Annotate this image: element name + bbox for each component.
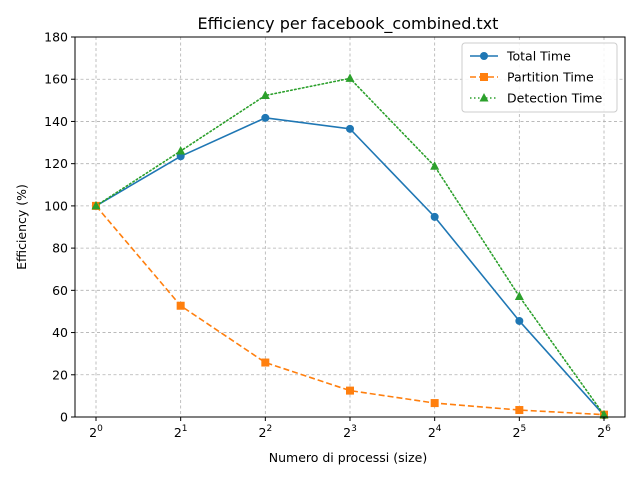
y-tick-label: 40 xyxy=(52,325,68,340)
y-tick-label: 140 xyxy=(44,114,68,129)
legend-item-detection-time: Detection Time xyxy=(470,91,603,106)
x-tick-label: 20 xyxy=(89,424,103,440)
data-point-partition-time xyxy=(261,358,270,367)
legend-items: Total Time Partition Time Detection Time xyxy=(470,49,603,106)
x-tick-base: 2 xyxy=(512,425,520,440)
legend-box xyxy=(461,42,618,113)
x-tick-label: 25 xyxy=(512,424,526,440)
x-tick-exponent: 1 xyxy=(182,424,188,434)
legend-item-partition-time: Partition Time xyxy=(470,70,594,85)
data-point-partition-time xyxy=(176,301,185,310)
data-point-detection-time xyxy=(176,146,186,155)
x-tick-base: 2 xyxy=(343,425,351,440)
legend-marker-total-time xyxy=(480,52,488,60)
y-tick-label: 20 xyxy=(52,367,68,382)
data-point-detection-time xyxy=(514,291,524,300)
y-tick-label: 120 xyxy=(44,156,68,171)
data-point-total-time xyxy=(346,124,354,133)
x-tick-base: 2 xyxy=(89,425,97,440)
data-point-detection-time xyxy=(430,161,440,170)
y-tick-label: 100 xyxy=(44,198,68,213)
x-tick-label: 23 xyxy=(343,424,357,440)
series-detection-time xyxy=(91,73,609,419)
legend-label-partition-time: Partition Time xyxy=(507,70,594,85)
x-tick-exponent: 6 xyxy=(605,424,611,434)
data-point-partition-time xyxy=(430,399,439,408)
chart-title: Efficiency per facebook_combined.txt xyxy=(198,14,499,34)
x-tick-exponent: 5 xyxy=(520,424,526,434)
y-tick-label: 60 xyxy=(52,283,68,298)
x-tick-base: 2 xyxy=(174,425,182,440)
x-tick-base: 2 xyxy=(428,425,436,440)
x-tick-exponent: 2 xyxy=(266,424,272,434)
data-point-detection-time xyxy=(91,200,101,210)
legend-label-detection-time: Detection Time xyxy=(507,91,603,106)
legend-label-total-time: Total Time xyxy=(506,49,571,64)
data-point-partition-time xyxy=(515,406,524,415)
legend-marker-detection-time xyxy=(479,93,489,102)
data-point-total-time xyxy=(430,212,439,221)
x-tick-label: 24 xyxy=(428,424,442,440)
x-tick-exponent: 0 xyxy=(97,424,103,434)
x-axis: 20 21 22 23 24 25 26 xyxy=(89,417,611,440)
x-axis-label: Numero di processi (size) xyxy=(269,450,427,465)
legend-marker-partition-time xyxy=(480,73,488,81)
x-tick-base: 2 xyxy=(597,425,605,440)
x-tick-exponent: 3 xyxy=(351,424,357,434)
x-tick-label: 22 xyxy=(258,424,272,440)
data-point-total-time xyxy=(261,113,270,122)
x-tick-exponent: 4 xyxy=(436,424,442,434)
y-axis-label: Efficiency (%) xyxy=(14,184,29,270)
data-point-detection-time xyxy=(345,73,355,82)
x-tick-label: 26 xyxy=(597,424,611,440)
legend-item-total-time: Total Time xyxy=(470,49,571,64)
y-tick-label: 160 xyxy=(44,72,68,87)
data-point-detection-time xyxy=(260,90,270,99)
y-axis: 0 20 40 60 80 100 120 140 160 180 xyxy=(44,30,75,425)
y-tick-label: 180 xyxy=(44,30,68,45)
x-tick-label: 21 xyxy=(174,424,188,440)
y-tick-label: 80 xyxy=(52,241,68,256)
data-point-total-time xyxy=(515,316,524,325)
y-tick-label: 0 xyxy=(60,410,68,425)
data-point-detection-time xyxy=(599,409,609,419)
data-point-partition-time xyxy=(346,386,354,395)
series-layer xyxy=(91,73,609,420)
x-tick-base: 2 xyxy=(258,425,266,440)
legend: Total Time Partition Time Detection Time xyxy=(461,42,618,113)
